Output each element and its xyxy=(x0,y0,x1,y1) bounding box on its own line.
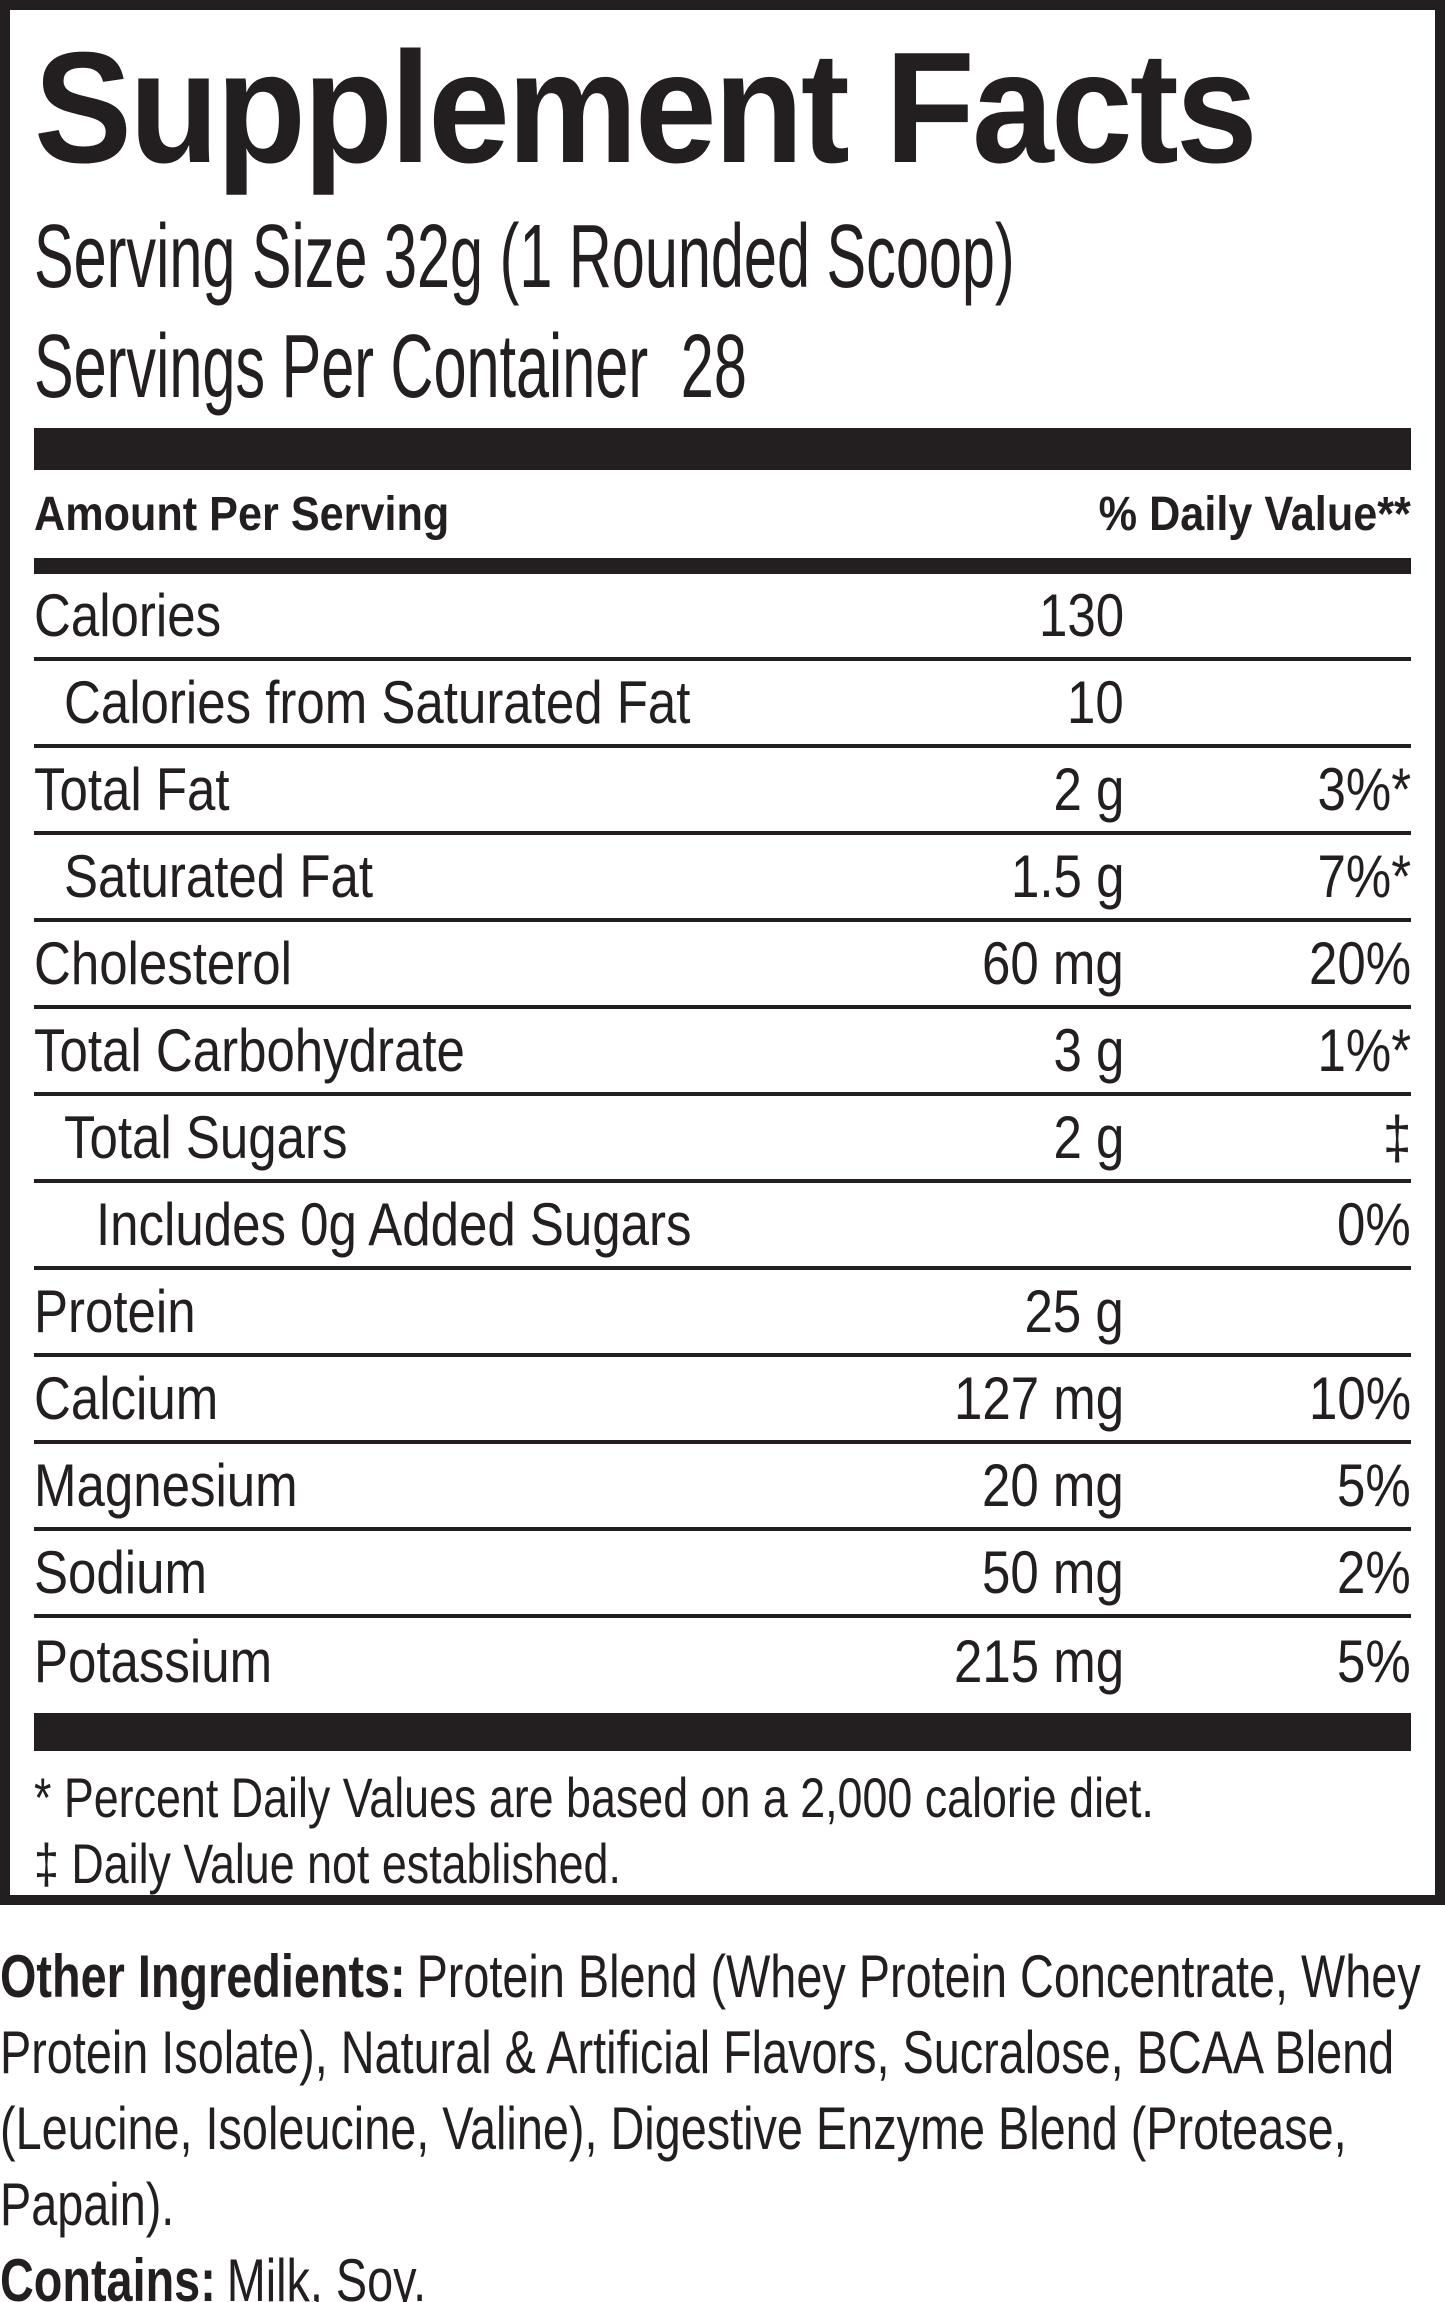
nutrient-name: Potassium xyxy=(34,1628,273,1695)
nutrient-row: Magnesium 20 mg 5% xyxy=(34,1444,1411,1531)
nutrient-row: Calories from Saturated Fat 10 xyxy=(34,661,1411,748)
daily-value-header: % Daily Value** xyxy=(1098,487,1411,541)
serving-size-line: Serving Size 32g (1 Rounded Scoop) xyxy=(34,202,1411,312)
nutrient-daily-value xyxy=(1124,581,1411,650)
nutrient-row: Includes 0g Added Sugars 0% xyxy=(34,1183,1411,1270)
footnote-not-established: ‡ Daily Value not established. xyxy=(34,1832,621,1895)
nutrient-daily-value: 7%* xyxy=(1317,843,1411,910)
servings-per-container-line: Servings Per Container 28 xyxy=(34,312,1411,422)
nutrient-amount: 130 xyxy=(1038,582,1124,649)
nutrient-name: Total Sugars xyxy=(64,1104,348,1171)
nutrient-amount: 10 xyxy=(1067,669,1124,736)
panel-title: Supplement Facts xyxy=(34,26,1411,190)
nutrient-name: Sodium xyxy=(34,1539,207,1606)
servings-per-container-label: Servings Per Container xyxy=(34,317,649,417)
nutrient-daily-value xyxy=(1124,668,1411,737)
other-ingredients: Other Ingredients: Protein Blend (Whey Pr… xyxy=(0,1939,1445,2243)
nutrient-daily-value: 5% xyxy=(1337,1628,1411,1695)
servings-per-container-value: 28 xyxy=(680,317,747,417)
nutrient-amount: 50 mg xyxy=(982,1539,1124,1606)
nutrient-row: Calories 130 xyxy=(34,574,1411,661)
contains-statement: Contains: Milk, Soy. xyxy=(0,2243,1445,2302)
nutrient-name: Calories from Saturated Fat xyxy=(64,669,691,736)
nutrient-name: Total Fat xyxy=(34,756,230,823)
nutrient-daily-value: 2% xyxy=(1337,1539,1411,1606)
nutrient-amount: 2 g xyxy=(1053,756,1124,823)
nutrient-row: Sodium 50 mg 2% xyxy=(34,1531,1411,1618)
nutrient-amount: 2 g xyxy=(1053,1104,1124,1171)
nutrient-row: Calcium 127 mg 10% xyxy=(34,1357,1411,1444)
nutrient-daily-value: 20% xyxy=(1308,930,1411,997)
contains-label: Contains: xyxy=(0,2247,216,2302)
nutrient-row: Protein 25 g xyxy=(34,1270,1411,1357)
nutrient-rows: Calories 130 Calories from Saturated Fat… xyxy=(34,574,1411,1705)
contains-text: Milk, Soy. xyxy=(226,2247,427,2302)
serving-info: Serving Size 32g (1 Rounded Scoop) Servi… xyxy=(34,202,1411,422)
nutrient-amount: 20 mg xyxy=(982,1452,1124,1519)
nutrient-amount: 127 mg xyxy=(953,1365,1124,1432)
ingredients-section: Other Ingredients: Protein Blend (Whey Pr… xyxy=(0,1939,1445,2302)
nutrient-daily-value: 0% xyxy=(1337,1191,1411,1258)
nutrient-daily-value xyxy=(1124,1277,1411,1346)
footnotes: * Percent Daily Values are based on a 2,… xyxy=(34,1765,1411,1895)
other-ingredients-text: Protein Blend (Whey Protein Concentrate,… xyxy=(0,1943,1421,2238)
supplement-facts-panel: Supplement Facts Serving Size 32g (1 Rou… xyxy=(0,0,1445,1905)
footnote-daily-values: * Percent Daily Values are based on a 2,… xyxy=(34,1766,1154,1829)
nutrient-daily-value: 5% xyxy=(1337,1452,1411,1519)
nutrient-amount: 60 mg xyxy=(982,930,1124,997)
nutrient-name: Calories xyxy=(34,582,222,649)
nutrient-name: Includes 0g Added Sugars xyxy=(96,1191,692,1258)
nutrient-amount: 215 mg xyxy=(953,1628,1124,1695)
nutrient-daily-value: 10% xyxy=(1308,1365,1411,1432)
nutrient-daily-value: ‡ xyxy=(1382,1104,1411,1171)
nutrient-name: Cholesterol xyxy=(34,930,292,997)
nutrient-row: Potassium 215 mg 5% xyxy=(34,1618,1411,1705)
nutrient-row: Total Carbohydrate 3 g 1%* xyxy=(34,1009,1411,1096)
column-header-row: Amount Per Serving % Daily Value** xyxy=(34,470,1411,558)
nutrient-name: Calcium xyxy=(34,1365,219,1432)
nutrient-name: Saturated Fat xyxy=(64,843,374,910)
nutrient-name: Protein xyxy=(34,1278,196,1345)
nutrient-amount: 1.5 g xyxy=(1010,843,1124,910)
divider-thin xyxy=(34,558,1411,574)
divider-thick-top xyxy=(34,428,1411,470)
nutrient-amount: 25 g xyxy=(1024,1278,1124,1345)
nutrient-row: Total Sugars 2 g ‡ xyxy=(34,1096,1411,1183)
nutrient-name: Total Carbohydrate xyxy=(34,1017,465,1084)
nutrient-amount xyxy=(824,1190,1124,1259)
other-ingredients-label: Other Ingredients: xyxy=(0,1943,406,2010)
divider-thick-bottom xyxy=(34,1713,1411,1751)
panel-title-text: Supplement Facts xyxy=(34,20,1258,196)
serving-size-text: Serving Size 32g (1 Rounded Scoop) xyxy=(34,207,1015,307)
nutrient-row: Saturated Fat 1.5 g 7%* xyxy=(34,835,1411,922)
nutrient-daily-value: 1%* xyxy=(1317,1017,1411,1084)
nutrient-daily-value: 3%* xyxy=(1317,756,1411,823)
nutrient-amount: 3 g xyxy=(1053,1017,1124,1084)
nutrient-row: Cholesterol 60 mg 20% xyxy=(34,922,1411,1009)
nutrient-name: Magnesium xyxy=(34,1452,298,1519)
nutrient-row: Total Fat 2 g 3%* xyxy=(34,748,1411,835)
amount-per-serving-header: Amount Per Serving xyxy=(34,487,450,541)
